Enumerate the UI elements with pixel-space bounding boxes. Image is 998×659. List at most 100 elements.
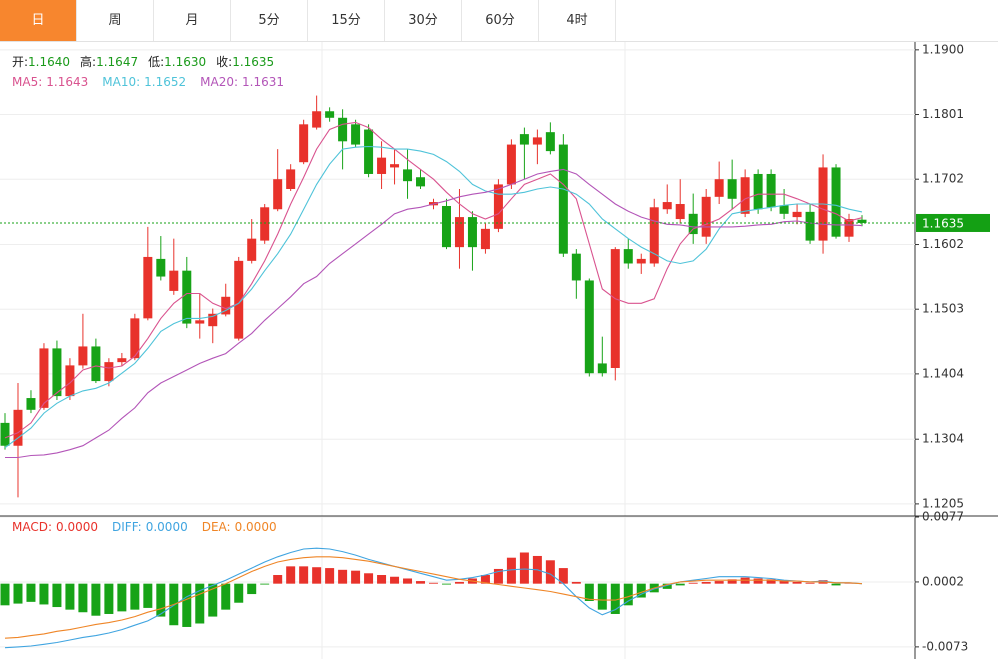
macd-bar [506, 557, 516, 584]
macd-bar [195, 583, 205, 624]
macd-bar [519, 552, 529, 584]
macd-bar [714, 581, 724, 584]
macd-bar [597, 583, 607, 610]
candle-body [91, 346, 101, 382]
info-value: 1.1630 [164, 55, 206, 69]
candle-body [260, 207, 270, 241]
macd-bar [260, 583, 270, 585]
macd-bar [104, 583, 114, 614]
candle-body [195, 320, 205, 324]
candle-body [234, 260, 244, 339]
y-tick-label: 1.1503 [922, 302, 964, 316]
candle-body [208, 313, 218, 327]
last-price-label: 1.1635 [922, 216, 964, 230]
candle-body [792, 211, 802, 218]
macd-bar [584, 583, 594, 601]
period-tab[interactable]: 30分 [385, 0, 462, 41]
candle-body [143, 256, 153, 319]
period-tab[interactable]: 5分 [231, 0, 308, 41]
line-series [4, 121, 863, 439]
candle-body [416, 177, 426, 187]
period-tabs: 日周月 5分 15分 30分 60分 4时 [0, 0, 998, 42]
macd-bar [91, 583, 101, 616]
y-tick-label: 1.1702 [922, 172, 964, 186]
candle-body [649, 207, 659, 264]
legend-value: 0.0000 [235, 520, 277, 534]
candle-body [857, 219, 867, 223]
macd-bar [325, 568, 335, 584]
candle-body [610, 249, 620, 369]
candle-body [312, 111, 322, 128]
legend-value: 1.1631 [242, 75, 284, 89]
info-value: 1.1647 [96, 55, 138, 69]
macd-bar [701, 581, 711, 584]
legend-name: DEA: [202, 520, 231, 534]
legend-name: MACD: [12, 520, 52, 534]
legend-name: MA10: [102, 75, 140, 89]
candle-body [714, 179, 724, 197]
macd-bar [662, 583, 672, 589]
candle-body [662, 202, 672, 210]
candle-body [454, 217, 464, 248]
legend-value: 0.0000 [146, 520, 188, 534]
candle-body [480, 228, 490, 250]
line-series [5, 168, 863, 459]
macd-bar [623, 583, 633, 606]
macd-bar [454, 581, 464, 584]
macd-bar [792, 581, 802, 584]
line-series [4, 556, 863, 639]
macd-bar [143, 583, 153, 608]
macd-bar [182, 583, 192, 627]
macd-bar [286, 566, 296, 584]
line-series [4, 547, 863, 649]
candle-body [727, 179, 737, 199]
candle-body [299, 124, 309, 163]
macd-bar [779, 580, 789, 584]
macd-bar [429, 582, 438, 584]
candle-body [338, 117, 348, 142]
period-tab[interactable]: 日 [0, 0, 77, 41]
y-tick-label: 0.0002 [922, 574, 964, 588]
info-label: 高: [80, 54, 96, 69]
legend-name: DIFF: [112, 520, 142, 534]
macd-bar [247, 583, 257, 595]
macd-bar [26, 583, 36, 602]
candle-body [545, 132, 555, 152]
candle-body [753, 173, 763, 210]
macd-bar [493, 568, 503, 584]
candle-body [377, 157, 387, 174]
legend-name: MA5: [12, 75, 42, 89]
period-tab[interactable]: 4时 [539, 0, 616, 41]
legend-name: MA20: [200, 75, 238, 89]
candle-body [156, 258, 166, 277]
macd-bar [805, 582, 815, 584]
candle-body [169, 270, 179, 291]
macd-bar [0, 583, 10, 606]
candle-body [351, 124, 361, 145]
panel: 0.0077 0.0002 -0.0073 MACD: 0.0000 DIFF: 0.000… [0, 510, 968, 653]
info-value: 1.1640 [28, 55, 70, 69]
line-series [4, 145, 863, 449]
legend: MA5: 1.1643 MA10: 1.1652 MA20: 1.1631 [12, 75, 284, 89]
macd-bar [766, 579, 776, 584]
legend-value: 1.1652 [144, 75, 186, 89]
macd-bar [416, 581, 426, 584]
period-tab[interactable]: 15分 [308, 0, 385, 41]
candle-body [623, 249, 633, 264]
macd-bar [610, 583, 620, 614]
candle-body [52, 348, 62, 397]
last-price-box [916, 213, 990, 232]
candle-body [273, 179, 283, 210]
period-tab[interactable]: 月 [154, 0, 231, 41]
macd-bar [117, 583, 127, 612]
y-tick-label: 1.1205 [922, 496, 964, 510]
candle-body [675, 204, 685, 220]
period-tab[interactable]: 周 [77, 0, 154, 41]
macd-bar [390, 576, 400, 584]
candle-body [441, 205, 451, 248]
macd-bar [78, 583, 88, 613]
macd-bar [377, 575, 387, 584]
period-tab[interactable]: 60分 [462, 0, 539, 41]
macd-bar [273, 575, 283, 584]
macd-bar [675, 583, 685, 586]
